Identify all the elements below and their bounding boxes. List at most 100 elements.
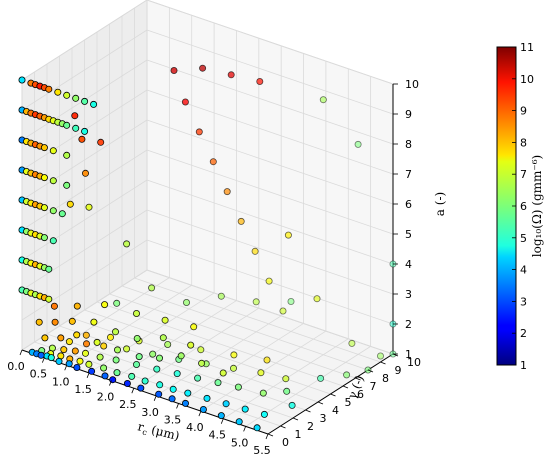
x-axis-line [21, 349, 269, 435]
data-point [101, 372, 109, 380]
x-tick-label: 2.0 [97, 391, 115, 404]
x-tick-label: 1.5 [74, 383, 92, 396]
data-point [45, 85, 53, 93]
data-point [227, 71, 235, 79]
data-point [181, 98, 189, 106]
x-tick-label: 3.5 [164, 413, 182, 426]
data-point [123, 345, 131, 353]
data-point [235, 418, 243, 426]
data-point [222, 400, 230, 408]
data-point [54, 88, 62, 96]
data-point [107, 333, 115, 341]
grid-line [146, 59, 394, 145]
grid-line [21, 29, 148, 111]
y-tick-mark [305, 409, 311, 413]
grid-line [21, 149, 148, 231]
data-point [47, 354, 55, 362]
x-tick-label: 0.0 [7, 360, 25, 373]
x-tick-label: 4.5 [209, 429, 227, 442]
data-point [133, 334, 141, 342]
data-point [184, 389, 192, 397]
data-point [71, 112, 79, 120]
data-point [135, 353, 143, 361]
data-point [37, 351, 45, 359]
data-point [155, 390, 163, 398]
colorbar-tick-label: 6 [520, 200, 527, 213]
grid-line [21, 179, 148, 261]
data-point [112, 328, 120, 336]
data-point [49, 207, 57, 215]
y-tick-mark [330, 393, 336, 397]
y-tick-label: 0 [282, 436, 289, 449]
y-tick-mark [355, 377, 361, 381]
x-tick-mark [19, 349, 23, 356]
y-tick-mark [280, 425, 286, 429]
data-point [376, 352, 384, 360]
grid-line [146, 0, 394, 85]
data-point [214, 379, 222, 387]
data-point [93, 338, 101, 346]
x-tick-label: 4.0 [186, 421, 204, 434]
data-point [319, 96, 327, 104]
data-point [72, 94, 80, 102]
x-tick-mark [153, 395, 157, 401]
data-point [45, 295, 53, 303]
data-point [128, 372, 136, 380]
y-tick-label: 3 [320, 412, 327, 425]
y-tick-label: 5 [345, 396, 352, 409]
data-point [194, 374, 202, 382]
data-point [263, 356, 271, 364]
data-point [88, 367, 96, 375]
data-point [282, 375, 290, 383]
data-point [78, 135, 86, 143]
y-tick-label: 7 [370, 380, 377, 393]
data-point [182, 298, 190, 306]
grid-line [146, 119, 394, 205]
y-tick-label: 8 [382, 372, 389, 385]
data-point [197, 346, 205, 354]
data-point [58, 210, 66, 218]
data-point [149, 350, 157, 358]
data-point [81, 97, 89, 105]
colorbar-tick-label: 4 [520, 264, 527, 277]
data-point [279, 307, 287, 315]
grid-line [146, 179, 394, 265]
data-point [260, 410, 268, 418]
data-point [82, 349, 90, 357]
data-point [85, 360, 93, 368]
grid-line [121, 285, 369, 371]
x-tick-label: 3.0 [141, 406, 159, 419]
colorbar-tick-label: 8 [520, 136, 527, 149]
data-point [90, 318, 98, 326]
z-tick-label: 6 [405, 198, 412, 211]
grid-line [21, 119, 148, 201]
data-point [82, 331, 90, 339]
data-point [170, 67, 178, 75]
data-point [49, 147, 57, 155]
data-point [148, 284, 156, 292]
data-point [55, 357, 63, 365]
data-point [283, 387, 291, 395]
colorbar-ticks: 1 2 3 4 5 6 7 8 9 10 11 [512, 41, 534, 372]
x-tick-mark [243, 426, 247, 432]
grid-line [146, 29, 394, 115]
data-point [40, 174, 48, 182]
grid-line [84, 309, 331, 395]
data-point [76, 357, 84, 365]
grid-line [146, 209, 394, 295]
data-point [35, 318, 43, 326]
data-point [49, 177, 57, 185]
x-tick-mark [109, 380, 112, 386]
data-point [60, 346, 68, 354]
data-point [90, 100, 98, 108]
data-point [41, 334, 49, 342]
data-point [123, 379, 131, 387]
x-tick-label: 5.5 [253, 444, 271, 457]
y-tick-mark [380, 361, 386, 365]
colorbar-tick-label: 7 [520, 168, 527, 181]
x-tick-label: 1.0 [52, 375, 70, 388]
data-point [57, 334, 65, 342]
data-point [169, 385, 177, 393]
data-point [83, 340, 91, 348]
